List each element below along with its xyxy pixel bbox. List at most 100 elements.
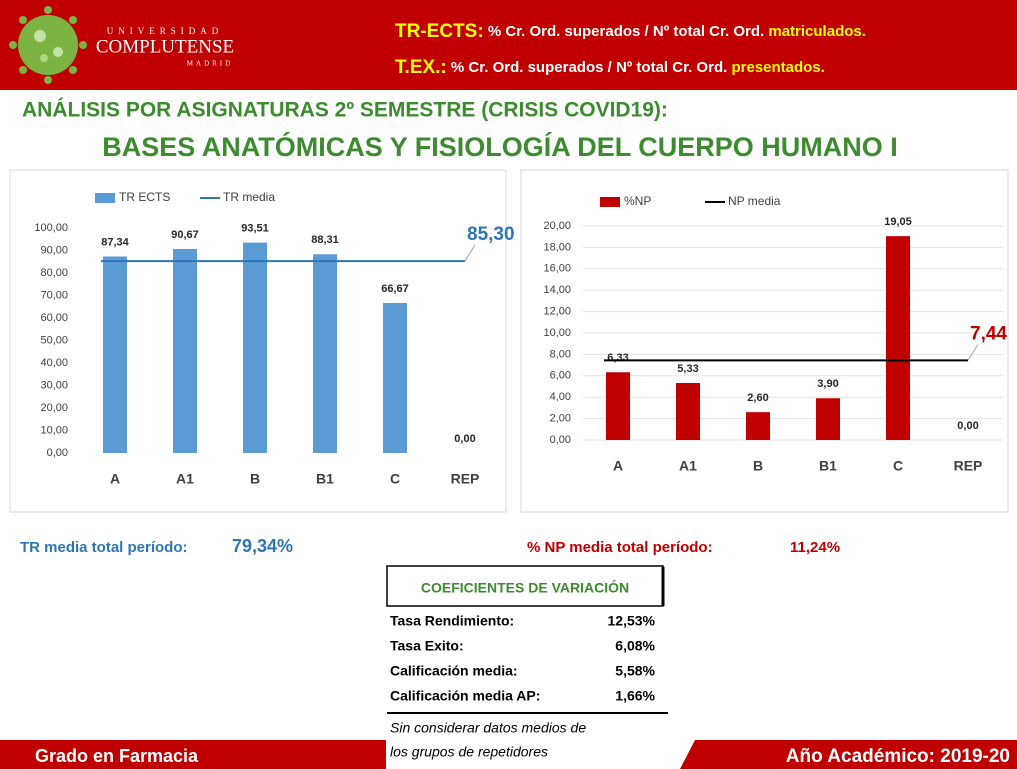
summary-label: TR media total período: xyxy=(20,539,188,556)
x-tick-label: C xyxy=(893,458,903,474)
bar xyxy=(313,254,337,453)
data-label: 6,33 xyxy=(607,352,628,364)
legend-label: NP media xyxy=(728,194,781,208)
table-cell: 5,58% xyxy=(615,663,655,679)
summary-label: % NP media total período: xyxy=(527,539,713,556)
bar xyxy=(243,242,267,453)
table-header-box xyxy=(386,565,664,607)
legend-label: TR ECTS xyxy=(119,190,170,204)
data-label: 93,51 xyxy=(241,223,269,235)
leader-line xyxy=(967,344,979,361)
table-cell: 1,66% xyxy=(615,688,655,704)
header-label: T.EX.: xyxy=(395,57,447,78)
title: ANÁLISIS POR ASIGNATURAS 2º SEMESTRE (CR… xyxy=(22,99,668,122)
bar xyxy=(606,372,630,440)
header-label: TR-ECTS: xyxy=(395,21,484,42)
x-tick-label: A xyxy=(110,471,120,487)
table-title: COEFICIENTES DE VARIACIÓN xyxy=(421,579,629,596)
bar xyxy=(746,412,770,440)
legend-label: %NP xyxy=(624,194,651,208)
x-tick-label: B xyxy=(250,471,260,487)
bar xyxy=(383,302,407,453)
y-tick-label: 100,00 xyxy=(34,222,68,234)
chart-frame xyxy=(9,169,507,513)
data-label: 90,67 xyxy=(171,229,199,241)
table-cell: Calificación media AP: xyxy=(390,688,540,704)
x-tick-label: A1 xyxy=(679,458,697,474)
y-tick-label: 8,00 xyxy=(550,348,571,360)
bar xyxy=(886,236,910,440)
y-tick-label: 0,00 xyxy=(550,434,571,446)
logo-text: UNIVERSIDAD xyxy=(107,26,224,36)
data-label: 5,33 xyxy=(677,363,698,375)
y-tick-label: 20,00 xyxy=(543,220,571,232)
reference-label: 85,30 xyxy=(467,224,515,245)
y-tick-label: 18,00 xyxy=(543,241,571,253)
data-label: 19,05 xyxy=(884,216,912,228)
footer-right: Año Académico: 2019-20 xyxy=(786,746,1010,767)
legend-swatch xyxy=(600,197,620,207)
header-line: TR-ECTS: % Cr. Ord. superados / Nº total… xyxy=(395,21,866,42)
bar xyxy=(676,382,700,440)
logo-text: COMPLUTENSE xyxy=(96,36,234,57)
x-tick-label: B1 xyxy=(316,471,334,487)
y-tick-label: 70,00 xyxy=(40,289,68,301)
y-tick-label: 12,00 xyxy=(543,306,571,318)
table-note: los grupos de repetidores xyxy=(390,744,548,760)
bar xyxy=(816,398,840,440)
chart-frame xyxy=(520,169,1009,513)
footer-left: Grado en Farmacia xyxy=(35,746,199,766)
data-label: 2,60 xyxy=(747,392,768,404)
y-tick-label: 30,00 xyxy=(40,379,68,391)
table-cell: Calificación media: xyxy=(390,663,518,679)
y-tick-label: 2,00 xyxy=(550,413,571,425)
summary-value: 11,24% xyxy=(790,539,840,556)
x-tick-label: REP xyxy=(451,471,480,487)
footer-band xyxy=(680,740,1017,769)
reference-label: 7,44 xyxy=(970,323,1007,344)
y-tick-label: 14,00 xyxy=(543,284,571,296)
data-label: 66,67 xyxy=(381,283,409,295)
x-tick-label: B xyxy=(753,458,763,474)
x-tick-label: A1 xyxy=(176,471,194,487)
header-band xyxy=(0,0,1017,90)
subtitle: BASES ANATÓMICAS Y FISIOLOGÍA DEL CUERPO… xyxy=(102,131,898,162)
bar xyxy=(173,248,197,453)
table-cell: Tasa Rendimiento: xyxy=(390,613,514,629)
y-tick-label: 50,00 xyxy=(40,334,68,346)
y-tick-label: 10,00 xyxy=(543,327,571,339)
legend-swatch xyxy=(95,193,115,203)
leader-line xyxy=(464,244,476,262)
logo-virus xyxy=(9,6,87,84)
y-tick-label: 90,00 xyxy=(40,244,68,256)
data-label: 88,31 xyxy=(311,234,339,246)
data-label: 87,34 xyxy=(101,236,129,248)
header-text: % Cr. Ord. superados / Nº total Cr. Ord. xyxy=(488,23,764,40)
y-tick-label: 0,00 xyxy=(47,447,68,459)
bar xyxy=(103,256,127,453)
y-tick-label: 16,00 xyxy=(543,263,571,275)
header-highlight: presentados. xyxy=(731,59,824,76)
header-text: % Cr. Ord. superados / Nº total Cr. Ord. xyxy=(451,59,727,76)
y-tick-label: 40,00 xyxy=(40,357,68,369)
y-tick-label: 80,00 xyxy=(40,267,68,279)
table-note: Sin considerar datos medios de xyxy=(390,720,586,736)
x-tick-label: C xyxy=(390,471,400,487)
data-label: 3,90 xyxy=(817,378,838,390)
x-tick-label: B1 xyxy=(819,458,837,474)
y-tick-label: 4,00 xyxy=(550,391,571,403)
table-cell: 6,08% xyxy=(615,638,655,654)
summary-value: 79,34% xyxy=(232,536,293,556)
legend-label: TR media xyxy=(223,190,275,204)
footer-band xyxy=(0,740,386,769)
x-tick-label: A xyxy=(613,458,623,474)
table-cell: Tasa Exito: xyxy=(390,638,464,654)
data-label: 0,00 xyxy=(454,433,475,445)
y-tick-label: 10,00 xyxy=(40,424,68,436)
data-label: 0,00 xyxy=(957,420,978,432)
table-cell: 12,53% xyxy=(608,613,656,629)
logo-text: MADRID xyxy=(187,60,233,68)
y-tick-label: 60,00 xyxy=(40,312,68,324)
